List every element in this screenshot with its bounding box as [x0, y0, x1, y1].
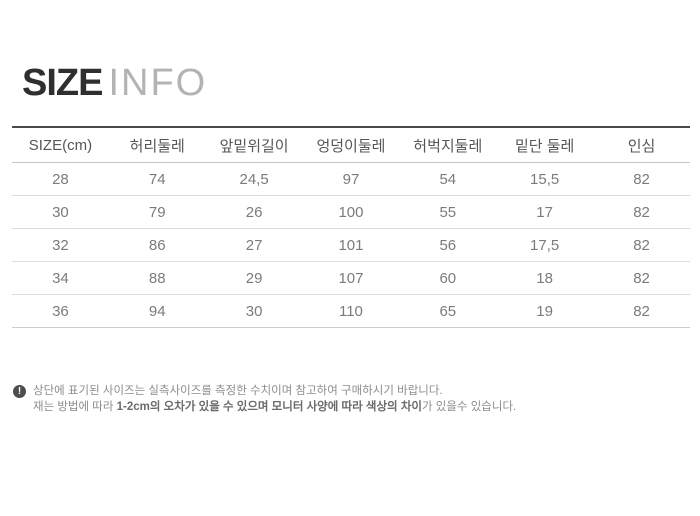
table-row: 28 74 24,5 97 54 15,5 82 [12, 162, 690, 196]
title-info: INFO [108, 62, 208, 104]
table-cell: 17 [496, 195, 594, 229]
table-cell: 17,5 [496, 228, 594, 262]
header-cell: 앞밑위길이 [205, 127, 303, 163]
title-size: SIZE [22, 62, 103, 104]
table-cell: 27 [205, 228, 303, 262]
table-cell: 32 [12, 228, 109, 262]
table-cell: 30 [205, 294, 303, 328]
notice-line-1: 상단에 표기된 사이즈는 실측사이즈를 측정한 수치이며 참고하여 구매하시기 … [33, 385, 443, 397]
table-cell: 82 [593, 228, 690, 262]
table-cell: 82 [593, 195, 690, 229]
table-cell: 56 [399, 228, 497, 262]
table-cell: 88 [108, 261, 206, 295]
exclamation-circle-icon: ! [13, 385, 26, 398]
table-cell: 82 [593, 261, 690, 295]
table-cell: 86 [108, 228, 206, 262]
header-cell: 허리둘레 [108, 127, 206, 163]
table-header-row: SIZE(cm) 허리둘레 앞밑위길이 엉덩이둘레 허벅지둘레 밑단 둘레 인심 [12, 127, 690, 163]
size-table: SIZE(cm) 허리둘레 앞밑위길이 엉덩이둘레 허벅지둘레 밑단 둘레 인심 28 74 2… [12, 126, 690, 328]
header-cell: 허벅지둘레 [399, 127, 497, 163]
table-cell: 94 [108, 294, 206, 328]
table-cell: 74 [108, 162, 206, 196]
table-row: 34 88 29 107 60 18 82 [12, 261, 690, 295]
header-cell: SIZE(cm) [12, 127, 109, 163]
table-cell: 60 [399, 261, 497, 295]
table-cell: 107 [302, 261, 400, 295]
notice-line-2-emphasis: 1-2cm의 오차가 있을 수 있으며 모니터 사양에 따라 색상의 차이 [116, 400, 422, 413]
header-cell: 인심 [593, 127, 690, 163]
table-cell: 110 [302, 294, 400, 328]
table-cell: 18 [496, 261, 594, 295]
table-cell: 19 [496, 294, 594, 328]
table-cell: 28 [12, 162, 109, 196]
table-row: 32 86 27 101 56 17,5 82 [12, 228, 690, 262]
table-row: 36 94 30 110 65 19 82 [12, 294, 690, 328]
table-cell: 82 [593, 294, 690, 328]
header-cell: 엉덩이둘레 [302, 127, 400, 163]
table-cell: 15,5 [496, 162, 594, 196]
table-cell: 55 [399, 195, 497, 229]
table-cell: 30 [12, 195, 109, 229]
table-cell: 82 [593, 162, 690, 196]
table-cell: 100 [302, 195, 400, 229]
notice-line-2: 재는 방법에 따라 1-2cm의 오차가 있을 수 있으며 모니터 사양에 따라… [33, 400, 517, 413]
table-row: 30 79 26 100 55 17 82 [12, 195, 690, 229]
header-cell: 밑단 둘레 [496, 127, 594, 163]
notice-text: 상단에 표기된 사이즈는 실측사이즈를 측정한 수치이며 참고하여 구매하시기 … [33, 384, 516, 415]
page-title: SIZE INFO [22, 62, 207, 104]
table-cell: 65 [399, 294, 497, 328]
notice: ! 상단에 표기된 사이즈는 실측사이즈를 측정한 수치이며 참고하여 구매하시… [13, 384, 516, 415]
table-cell: 97 [302, 162, 400, 196]
table-cell: 26 [205, 195, 303, 229]
table-cell: 29 [205, 261, 303, 295]
table-cell: 36 [12, 294, 109, 328]
table-cell: 101 [302, 228, 400, 262]
table-cell: 79 [108, 195, 206, 229]
table-cell: 54 [399, 162, 497, 196]
table-cell: 24,5 [205, 162, 303, 196]
table-cell: 34 [12, 261, 109, 295]
